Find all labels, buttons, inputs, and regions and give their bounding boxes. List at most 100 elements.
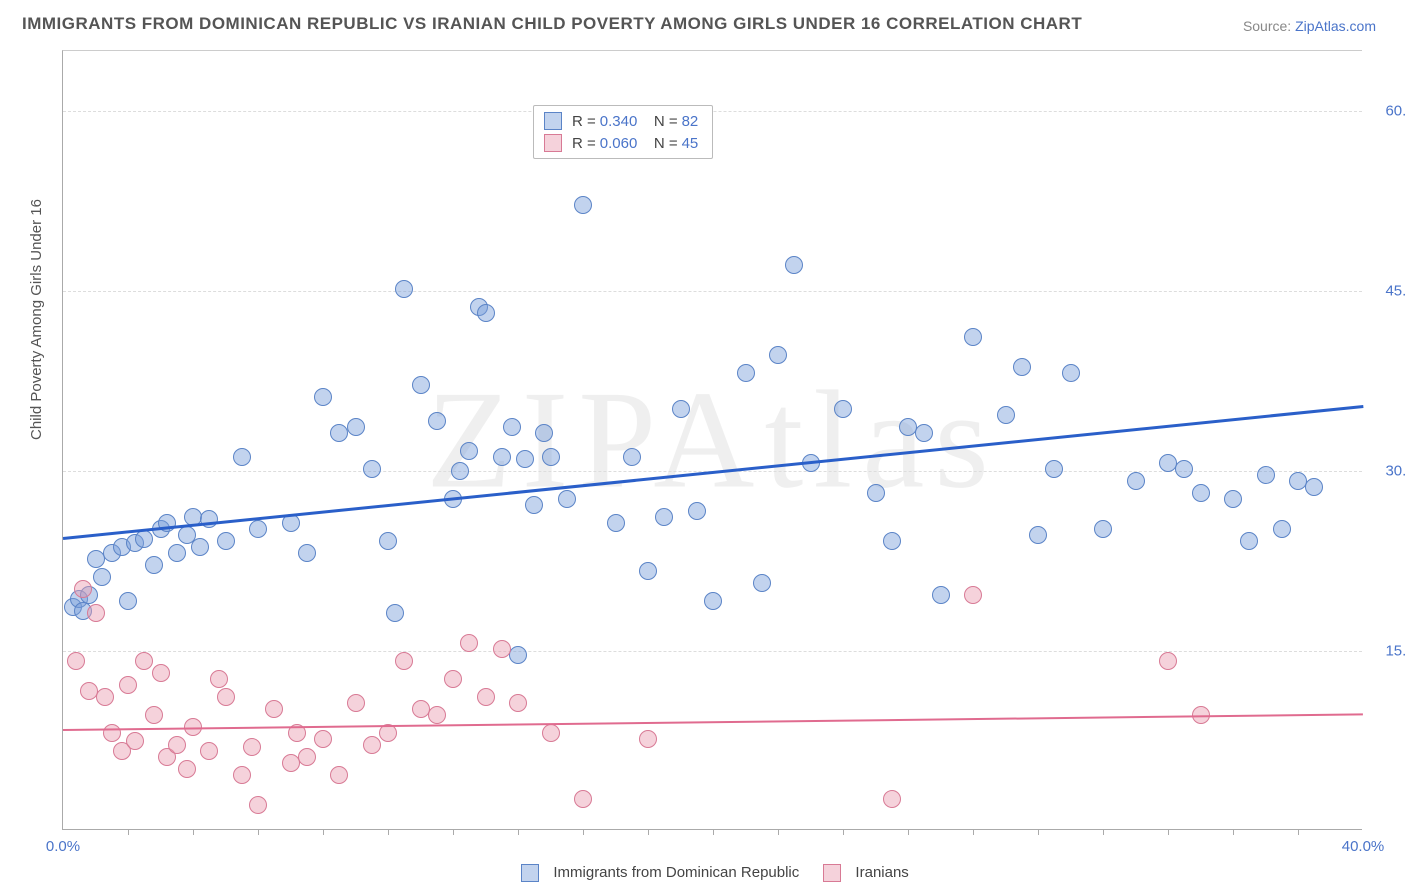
- data-point: [460, 634, 478, 652]
- source-link[interactable]: ZipAtlas.com: [1295, 18, 1376, 34]
- x-minor-tick: [453, 829, 454, 835]
- data-point: [135, 652, 153, 670]
- data-point: [145, 706, 163, 724]
- data-point: [200, 742, 218, 760]
- data-point: [1029, 526, 1047, 544]
- data-point: [639, 562, 657, 580]
- data-point: [298, 544, 316, 562]
- data-point: [135, 530, 153, 548]
- data-point: [542, 724, 560, 742]
- x-minor-tick: [193, 829, 194, 835]
- data-point: [1224, 490, 1242, 508]
- x-minor-tick: [648, 829, 649, 835]
- y-tick-label: 45.0%: [1368, 283, 1406, 300]
- data-point: [516, 450, 534, 468]
- data-point: [379, 532, 397, 550]
- data-point: [96, 688, 114, 706]
- data-point: [119, 676, 137, 694]
- data-point: [1257, 466, 1275, 484]
- correlation-legend: R = 0.340 N = 82R = 0.060 N = 45: [533, 105, 713, 159]
- data-point: [168, 736, 186, 754]
- data-point: [87, 604, 105, 622]
- r-value: 0.060: [600, 135, 638, 152]
- data-point: [688, 502, 706, 520]
- data-point: [67, 652, 85, 670]
- data-point: [217, 688, 235, 706]
- data-point: [535, 424, 553, 442]
- x-minor-tick: [1103, 829, 1104, 835]
- data-point: [769, 346, 787, 364]
- x-minor-tick: [518, 829, 519, 835]
- data-point: [210, 670, 228, 688]
- y-axis-title: Child Poverty Among Girls Under 16: [28, 199, 45, 440]
- data-point: [363, 460, 381, 478]
- source-prefix: Source:: [1243, 18, 1295, 34]
- data-point: [314, 730, 332, 748]
- x-minor-tick: [908, 829, 909, 835]
- data-point: [363, 736, 381, 754]
- gridline: [63, 291, 1362, 292]
- data-point: [126, 732, 144, 750]
- data-point: [152, 664, 170, 682]
- data-point: [867, 484, 885, 502]
- x-minor-tick: [1298, 829, 1299, 835]
- data-point: [477, 304, 495, 322]
- legend-swatch: [544, 134, 562, 152]
- data-point: [178, 760, 196, 778]
- x-tick-label: 0.0%: [46, 838, 80, 855]
- data-point: [655, 508, 673, 526]
- y-tick-label: 60.0%: [1368, 103, 1406, 120]
- data-point: [704, 592, 722, 610]
- data-point: [542, 448, 560, 466]
- data-point: [412, 376, 430, 394]
- data-point: [964, 328, 982, 346]
- series-legend: Immigrants from Dominican Republic Irani…: [0, 864, 1406, 882]
- data-point: [103, 724, 121, 742]
- data-point: [785, 256, 803, 274]
- x-minor-tick: [1233, 829, 1234, 835]
- x-minor-ticks: [63, 829, 1362, 835]
- data-point: [1192, 484, 1210, 502]
- y-tick-label: 15.0%: [1368, 643, 1406, 660]
- data-point: [395, 652, 413, 670]
- data-point: [477, 688, 495, 706]
- data-point: [1127, 472, 1145, 490]
- watermark: ZIPAtlas: [426, 360, 999, 521]
- data-point: [558, 490, 576, 508]
- data-point: [451, 462, 469, 480]
- data-point: [997, 406, 1015, 424]
- data-point: [191, 538, 209, 556]
- data-point: [915, 424, 933, 442]
- x-minor-tick: [778, 829, 779, 835]
- n-value: 82: [682, 113, 699, 130]
- x-minor-tick: [843, 829, 844, 835]
- x-minor-tick: [323, 829, 324, 835]
- data-point: [145, 556, 163, 574]
- data-point: [1045, 460, 1063, 478]
- r-label: R =: [572, 135, 596, 152]
- data-point: [233, 448, 251, 466]
- data-point: [493, 640, 511, 658]
- data-point: [233, 766, 251, 784]
- data-point: [428, 412, 446, 430]
- r-value: 0.340: [600, 113, 638, 130]
- data-point: [314, 388, 332, 406]
- legend-swatch: [544, 112, 562, 130]
- y-tick-label: 30.0%: [1368, 463, 1406, 480]
- n-value: 45: [682, 135, 699, 152]
- data-point: [93, 568, 111, 586]
- r-label: R =: [572, 113, 596, 130]
- data-point: [509, 694, 527, 712]
- trend-line: [63, 713, 1363, 731]
- data-point: [249, 796, 267, 814]
- x-minor-tick: [258, 829, 259, 835]
- data-point: [249, 520, 267, 538]
- legend-swatch: [823, 864, 841, 882]
- data-point: [1062, 364, 1080, 382]
- data-point: [964, 586, 982, 604]
- data-point: [737, 364, 755, 382]
- data-point: [1305, 478, 1323, 496]
- legend-stat-row: R = 0.060 N = 45: [544, 132, 702, 154]
- x-tick-label: 40.0%: [1342, 838, 1385, 855]
- legend-series-label: Iranians: [851, 864, 909, 881]
